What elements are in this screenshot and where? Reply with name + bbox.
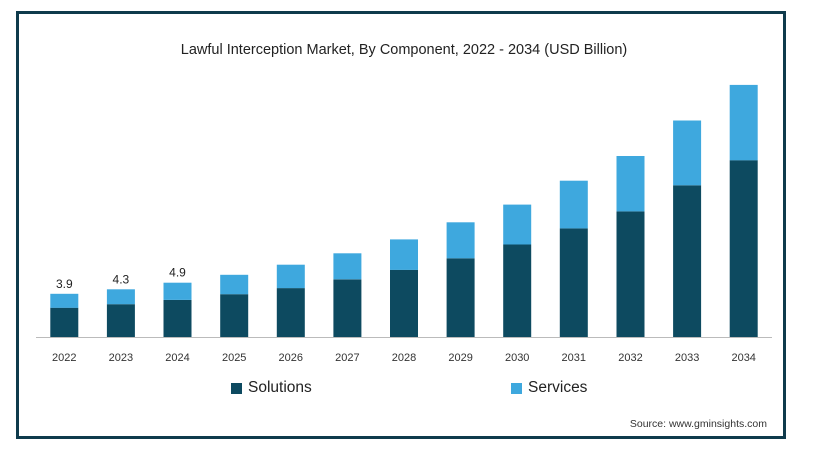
stacked-bar-chart: 2022 3.9 2023 4.3 2024 4.9 2025 2026 2027 2028 202… — [36, 84, 772, 364]
bar-solutions-2028 — [390, 269, 418, 337]
x-tick-label-2022: 2022 — [52, 352, 76, 364]
bar-solutions-2024 — [163, 299, 192, 337]
bar-solutions-2033 — [673, 185, 702, 337]
bar-solutions-2023 — [106, 304, 135, 337]
legend-item-solutions: Solutions — [231, 379, 312, 397]
x-tick-label-2029: 2029 — [448, 352, 472, 364]
bar-solutions-2027 — [333, 279, 362, 337]
bar-services-2026 — [276, 264, 305, 289]
bar-solutions-2030 — [503, 244, 532, 337]
x-tick-label-2027: 2027 — [335, 352, 359, 364]
bar-services-2029 — [446, 222, 475, 259]
bar-services-2027 — [333, 253, 362, 280]
data-label-2023: 4.3 — [113, 272, 130, 286]
legend-item-services: Services — [511, 379, 587, 397]
bar-services-2034 — [729, 84, 758, 161]
legend-label-services: Services — [528, 379, 588, 396]
x-tick-label-2023: 2023 — [109, 352, 133, 364]
x-tick-label-2032: 2032 — [618, 352, 642, 364]
x-tick-label-2031: 2031 — [562, 352, 586, 364]
data-label-2024: 4.9 — [169, 266, 186, 280]
bar-services-2028 — [390, 239, 418, 270]
bar-solutions-2031 — [559, 228, 588, 337]
bar-services-2032 — [616, 156, 645, 212]
x-tick-label-2034: 2034 — [731, 352, 755, 364]
x-tick-label-2028: 2028 — [392, 352, 416, 364]
x-tick-label-2026: 2026 — [279, 352, 303, 364]
bar-services-2030 — [503, 204, 532, 245]
bar-solutions-2026 — [276, 288, 305, 337]
x-tick-label-2024: 2024 — [165, 352, 189, 364]
legend-swatch-solutions — [231, 382, 242, 394]
bar-services-2031 — [559, 180, 588, 229]
legend-swatch-services — [511, 382, 522, 394]
bar-solutions-2032 — [616, 211, 645, 337]
bar-solutions-2034 — [729, 160, 758, 337]
x-tick-label-2025: 2025 — [222, 352, 246, 364]
bar-services-2023 — [106, 289, 135, 305]
chart-frame: Lawful Interception Market, By Component… — [16, 11, 786, 439]
bar-services-2024 — [163, 282, 192, 300]
bar-services-2022 — [50, 293, 79, 308]
bar-solutions-2022 — [50, 307, 79, 337]
source-note: Source: www.gminsights.com — [629, 418, 767, 430]
data-label-2022: 3.9 — [56, 277, 73, 291]
x-tick-label-2033: 2033 — [675, 352, 699, 364]
bar-solutions-2029 — [446, 258, 475, 337]
chart-title: Lawful Interception Market, By Component… — [180, 42, 628, 58]
legend-label-solutions: Solutions — [248, 379, 312, 396]
x-tick-label-2030: 2030 — [505, 352, 529, 364]
bar-services-2025 — [220, 274, 249, 295]
bar-services-2033 — [673, 120, 702, 186]
bar-solutions-2025 — [220, 294, 249, 337]
